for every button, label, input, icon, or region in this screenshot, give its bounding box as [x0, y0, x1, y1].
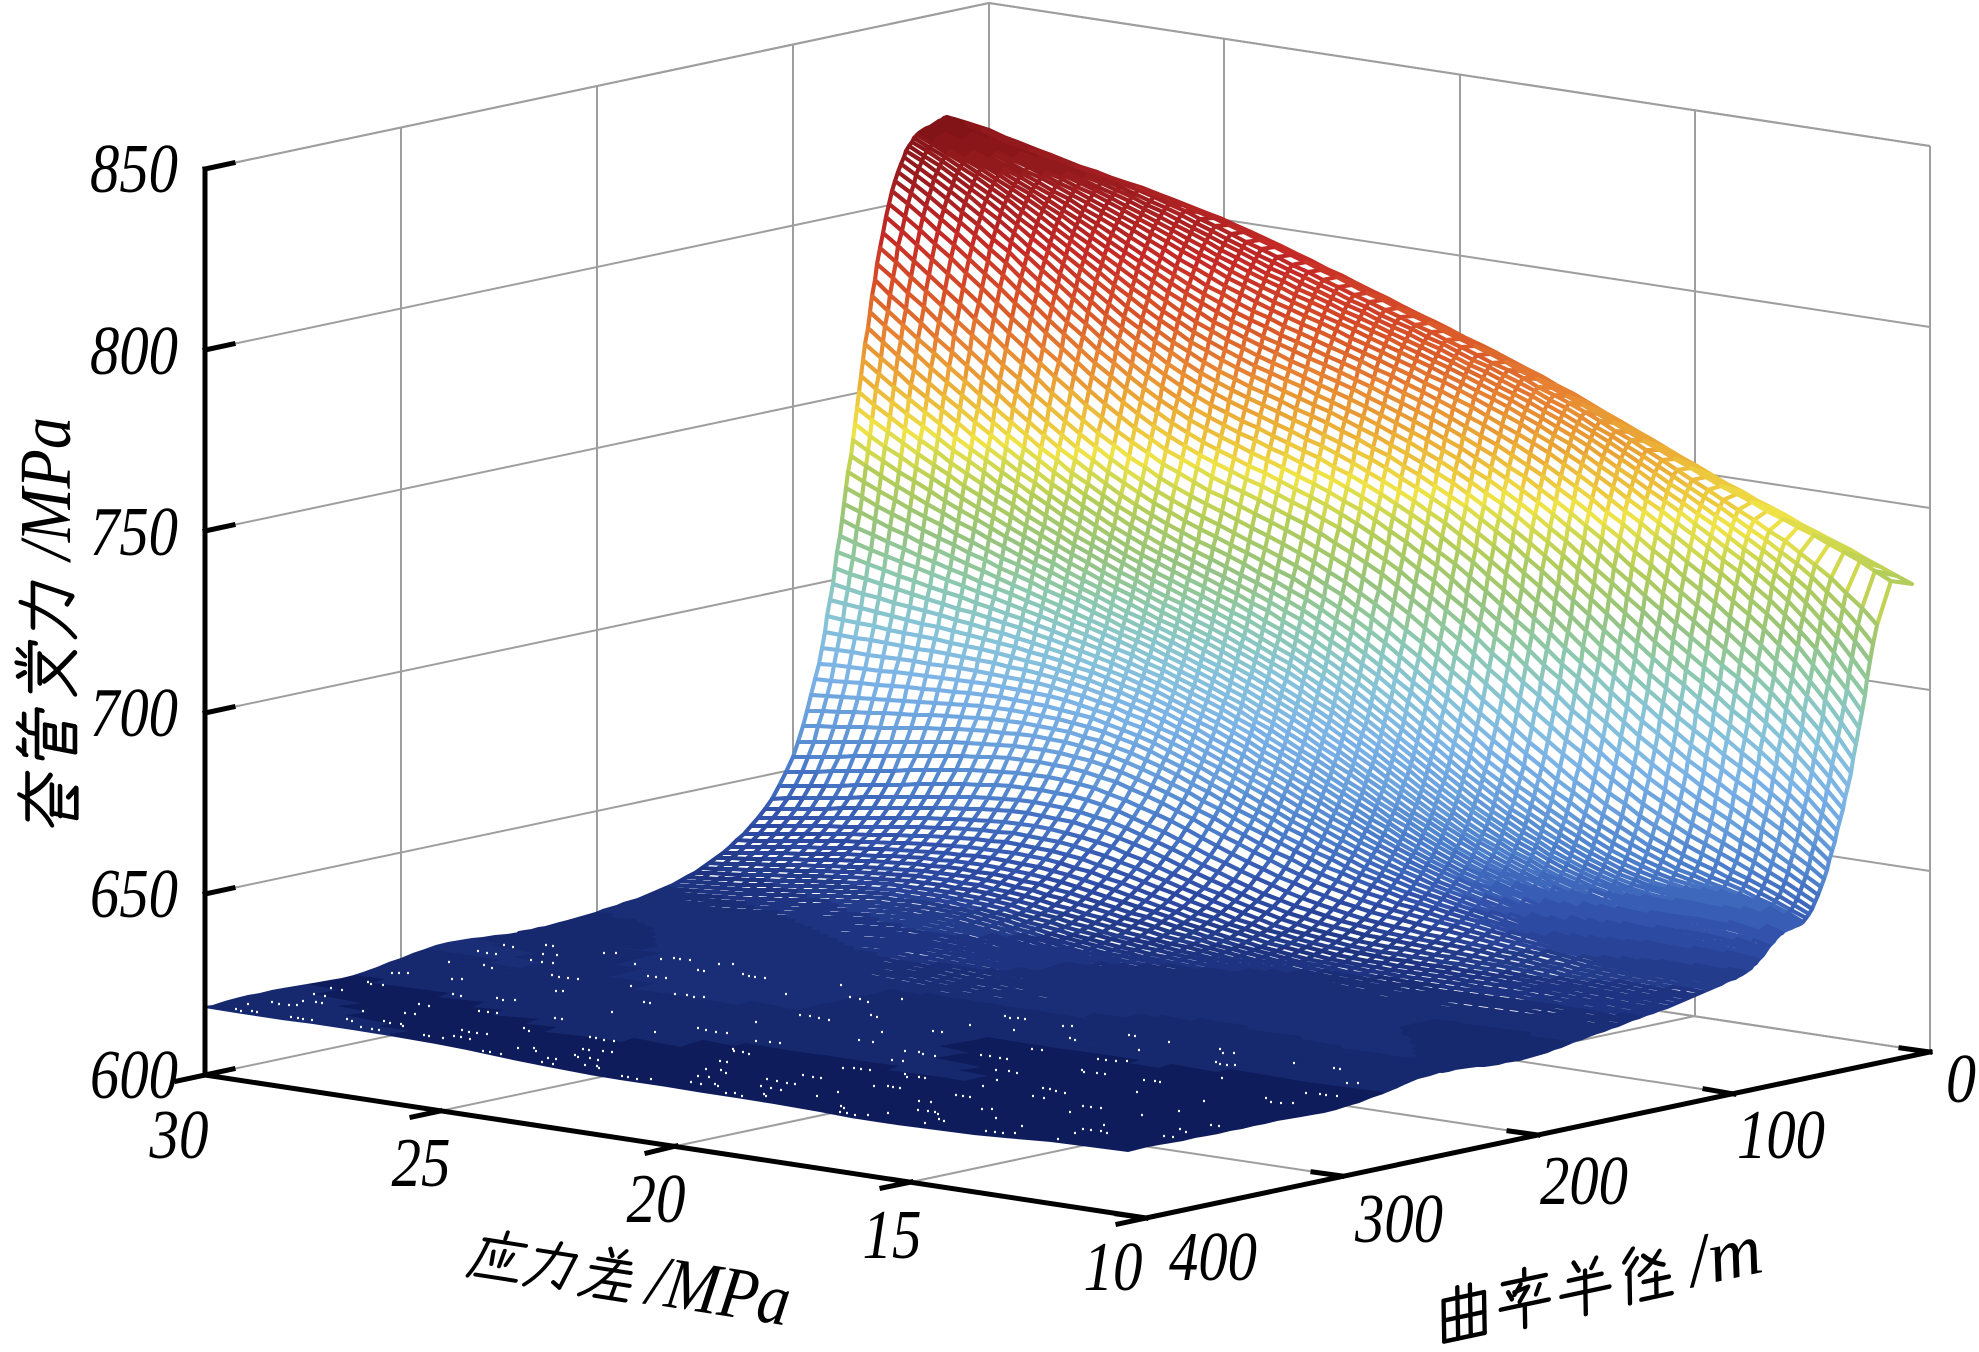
svg-text:20: 20: [627, 1161, 686, 1238]
svg-text:800: 800: [90, 313, 178, 390]
svg-text:300: 300: [1354, 1181, 1443, 1258]
svg-text:10: 10: [1084, 1229, 1143, 1306]
svg-text:15: 15: [863, 1197, 922, 1274]
svg-text:400: 400: [1169, 1219, 1257, 1296]
svg-text:650: 650: [90, 856, 178, 933]
svg-text:850: 850: [90, 131, 178, 208]
svg-text:200: 200: [1540, 1143, 1628, 1220]
svg-text:100: 100: [1737, 1097, 1825, 1174]
svg-text:0: 0: [1946, 1041, 1976, 1118]
svg-text:25: 25: [392, 1125, 451, 1202]
svg-text:750: 750: [90, 494, 178, 571]
svg-text:600: 600: [90, 1037, 178, 1114]
svg-text:/MPa: /MPa: [5, 417, 86, 564]
svg-text:30: 30: [149, 1097, 209, 1174]
svg-text:700: 700: [90, 675, 178, 752]
